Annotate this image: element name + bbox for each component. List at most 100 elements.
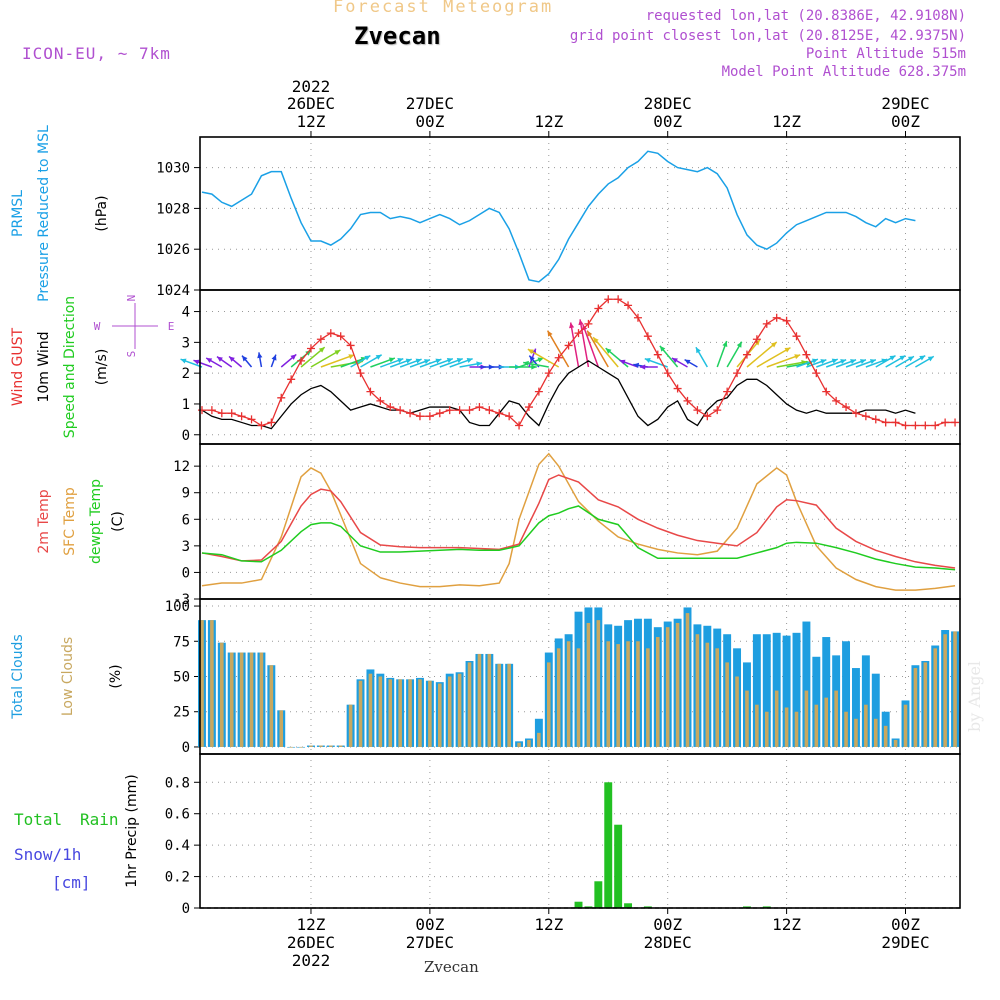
- wind-arrow-head: [415, 358, 422, 364]
- gust-marker: [584, 319, 593, 328]
- wind-arrow-head: [229, 356, 235, 362]
- wind-axis-label: 10m Wind: [36, 331, 52, 402]
- low-cloud-bar: [279, 710, 284, 747]
- gust-marker: [326, 329, 335, 338]
- wind-arrow-head: [405, 358, 412, 364]
- bottom-time-label: 12Z: [772, 915, 801, 934]
- low-cloud-bar: [507, 663, 511, 747]
- low-cloud-bar: [517, 742, 521, 747]
- clouds-axis-label: (%): [108, 664, 124, 688]
- y-tick-label: 0: [182, 565, 190, 581]
- clouds-axis-label: Low Clouds: [60, 637, 76, 716]
- gust-marker: [267, 418, 276, 427]
- temperature-frame: [199, 443, 961, 600]
- top-time-label: 00Z: [653, 112, 682, 131]
- wind-arrow-head: [180, 358, 187, 364]
- bottom-time-label: 29DEC: [881, 933, 929, 952]
- gust-marker: [524, 403, 533, 412]
- wind-arrow: [310, 349, 341, 368]
- gust-marker: [604, 295, 613, 304]
- wind-arrow-head: [695, 347, 701, 354]
- low-cloud-bar: [299, 746, 303, 748]
- requested-coords: requested lon,lat (20.8386E, 42.9108N): [645, 8, 966, 24]
- gust-marker: [921, 421, 930, 430]
- low-cloud-bar: [923, 662, 928, 747]
- wind-arrow: [592, 336, 619, 368]
- low-cloud-bar: [943, 634, 947, 747]
- total-cloud-bar: [772, 632, 781, 747]
- total-cloud-bar: [792, 632, 801, 747]
- total-cloud-bar: [861, 655, 870, 747]
- y-tick-label: 25: [173, 705, 190, 721]
- wind-arrow-head: [290, 354, 297, 360]
- low-cloud-bar: [200, 620, 204, 747]
- wind-arrow: [579, 319, 590, 368]
- gust-markers: [197, 295, 960, 430]
- low-cloud-bar: [715, 648, 720, 747]
- gust-marker: [415, 412, 424, 421]
- forecast-meteogram-title: Forecast Meteogram: [333, 0, 554, 17]
- cloud-bars: [198, 607, 960, 748]
- wind-arrow: [0, 0, 925, 367]
- low-cloud-bar: [844, 711, 848, 747]
- low-cloud-bar: [447, 676, 452, 747]
- wind-arrow-head: [318, 347, 325, 353]
- low-cloud-bar: [675, 622, 680, 747]
- low-cloud-bar: [854, 718, 858, 747]
- y-tick-label: 0.2: [165, 870, 190, 886]
- low-cloud-bar: [566, 641, 571, 747]
- pressure-line: [201, 150, 916, 283]
- wind-arrow-head: [736, 341, 742, 348]
- y-tick-label: 1: [182, 397, 190, 413]
- low-cloud-bar: [556, 648, 561, 747]
- low-cloud-bar: [705, 642, 710, 747]
- total-cloud-bar: [762, 634, 771, 747]
- gust-marker: [792, 332, 801, 341]
- precip-bar: [624, 903, 633, 908]
- low-cloud-bar: [774, 690, 779, 747]
- wind-arrows: [0, 0, 935, 370]
- y-tick-label: 3: [182, 539, 190, 555]
- low-cloud-bar: [864, 704, 868, 747]
- gust-marker: [822, 387, 831, 396]
- precip-frame: [199, 753, 961, 909]
- low-cloud-bar: [358, 680, 363, 747]
- top-time-label: 00Z: [415, 112, 444, 131]
- wind-arrow-head: [569, 322, 575, 329]
- clouds-axis-label: Total Clouds: [10, 634, 26, 719]
- pressure-axis-label: PRMSL: [10, 190, 26, 237]
- total-cloud-bar: [802, 621, 811, 747]
- gust-marker: [673, 384, 682, 393]
- low-cloud-bar: [428, 680, 432, 747]
- y-tick-label: 1030: [156, 161, 190, 177]
- total-rain-label-rain: Rain: [80, 810, 119, 829]
- gust-marker: [475, 403, 484, 412]
- snow-label: Snow/1h: [14, 845, 81, 864]
- y-tick-label: 0.4: [165, 838, 190, 854]
- gust-marker: [683, 396, 692, 405]
- bottom-time-label: 26DEC: [287, 933, 335, 952]
- wind-arrow-head: [523, 360, 529, 366]
- compass-e: E: [168, 320, 175, 333]
- gust-marker: [762, 319, 771, 328]
- wind-arrow-head: [722, 341, 728, 348]
- low-cloud-bar: [547, 662, 551, 747]
- low-cloud-bar: [883, 725, 888, 747]
- wind-arrow-head: [671, 358, 678, 363]
- top-time-label: 28DEC: [644, 94, 692, 113]
- low-cloud-bar: [319, 745, 323, 747]
- wind-axis-label: Speed and Direction: [62, 296, 78, 438]
- wind-arrow-head: [794, 354, 801, 360]
- wind-arrow-head: [242, 355, 248, 362]
- total-cloud-bar: [782, 635, 791, 747]
- low-cloud-bar: [626, 641, 630, 747]
- wind-arrow-head: [860, 359, 866, 365]
- gust-marker: [941, 418, 950, 427]
- temperature-axis-label: SFC Temp: [62, 487, 78, 556]
- wind-arrow-head: [397, 358, 404, 363]
- gust-marker: [534, 387, 543, 396]
- bottom-time-label: 00Z: [415, 915, 444, 934]
- wind-arrow: [586, 330, 609, 368]
- snow-unit-label: [cm]: [52, 873, 91, 892]
- location-title: Zvecan: [354, 22, 441, 50]
